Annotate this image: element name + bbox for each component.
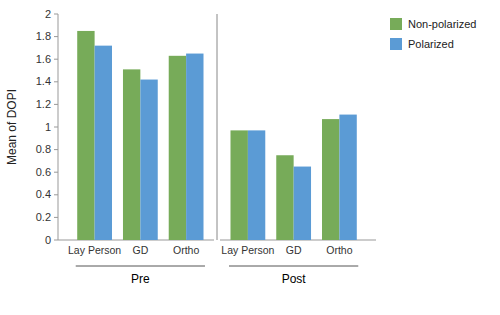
x-tick-label: Ortho — [326, 244, 352, 256]
legend-swatch — [390, 18, 402, 30]
bar — [230, 130, 247, 240]
x-tick-label: Lay Person — [221, 244, 274, 256]
bar — [169, 56, 186, 240]
group-bracket — [76, 266, 205, 267]
group-label: Pre — [131, 272, 150, 286]
x-tick-label: Lay Person — [68, 244, 121, 256]
group-bracket — [229, 266, 358, 267]
x-tick-label: Ortho — [173, 244, 199, 256]
y-tick — [54, 217, 58, 218]
y-tick — [54, 240, 58, 241]
y-tick — [54, 194, 58, 195]
y-tick-label: 1.6 — [36, 53, 51, 65]
y-tick-label: 1.8 — [36, 30, 51, 42]
y-tick — [54, 81, 58, 82]
y-tick-label: 0.2 — [36, 211, 51, 223]
y-tick — [54, 104, 58, 105]
y-tick — [54, 172, 58, 173]
y-tick-label: 0.8 — [36, 143, 51, 155]
y-tick — [54, 149, 58, 150]
y-tick-label: 0.4 — [36, 188, 51, 200]
x-axis: Lay Person GD Ortho Lay Person GD Ortho — [58, 14, 376, 256]
x-tick-label: GD — [286, 244, 302, 256]
bar — [248, 130, 265, 240]
bar — [276, 155, 293, 240]
y-tick — [54, 14, 58, 15]
legend-label: Polarized — [408, 38, 454, 50]
legend: Non-polarized Polarized — [390, 18, 476, 50]
x-tick-label: GD — [132, 244, 148, 256]
y-tick-label: 1.2 — [36, 98, 51, 110]
bar — [140, 80, 157, 240]
y-tick-label: 0.6 — [36, 166, 51, 178]
chart: 0 0.2 0.4 0.6 0.8 1 1.2 1.4 1.6 1.8 2 Mean of DOPI L… — [0, 0, 500, 315]
group-label: Post — [282, 272, 307, 286]
y-axis-label: Mean of DOPI — [5, 89, 19, 165]
legend-label: Non-polarized — [408, 18, 476, 30]
y-tick-label: 1.4 — [36, 75, 51, 87]
bar — [123, 69, 140, 240]
bar — [77, 31, 94, 240]
y-tick-label: 0 — [45, 234, 51, 246]
y-axis: 0 0.2 0.4 0.6 0.8 1 1.2 1.4 1.6 1.8 2 — [36, 8, 58, 246]
y-tick — [54, 59, 58, 60]
bar — [339, 115, 356, 240]
group-divider — [217, 14, 218, 240]
legend-swatch — [390, 38, 402, 50]
bar — [95, 46, 112, 240]
y-tick — [54, 36, 58, 37]
bars — [77, 31, 357, 240]
y-tick — [54, 127, 58, 128]
y-tick-label: 2 — [45, 8, 51, 20]
bar — [186, 54, 203, 240]
bar — [294, 167, 311, 240]
y-tick-label: 1 — [45, 121, 51, 133]
bar — [322, 119, 339, 240]
